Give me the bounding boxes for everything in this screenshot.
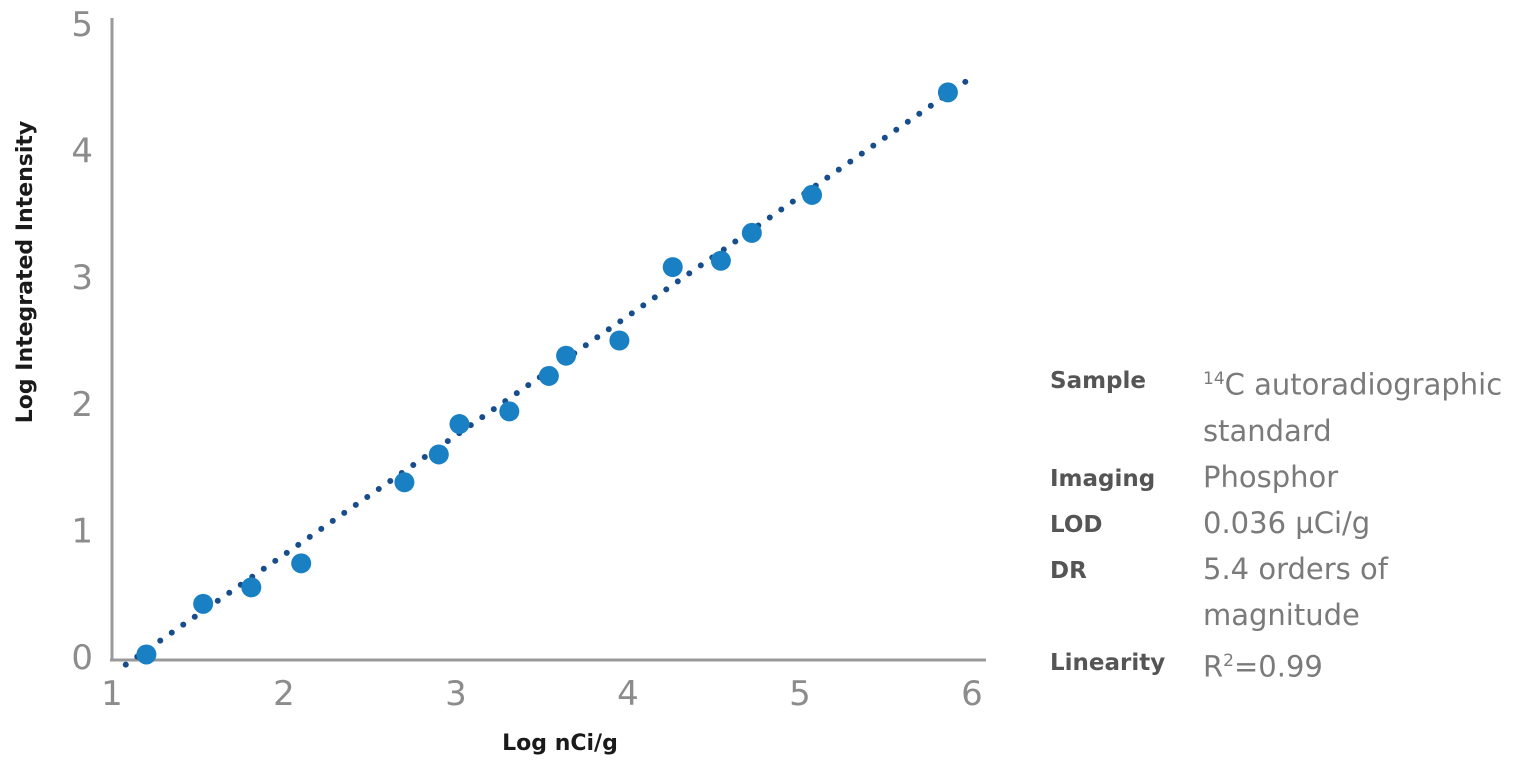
data-point [556, 345, 577, 366]
info-key: Imaging [1050, 465, 1156, 492]
info-row-linearity: Linearity R2=0.99 [1050, 638, 1536, 690]
info-row-lod: LOD 0.036 µCi/g [1050, 500, 1536, 546]
info-value: 5.4 orders of magnitude [1203, 551, 1388, 632]
data-point [662, 257, 683, 278]
data-point [394, 472, 415, 493]
data-point [499, 401, 520, 422]
x-tick-label: 1 [101, 674, 123, 714]
y-tick-label: 3 [71, 258, 93, 298]
x-tick-label: 2 [273, 674, 295, 714]
x-tick-label: 4 [617, 674, 639, 714]
x-axis-title: Log nCi/g [502, 731, 618, 756]
info-row-dr: DR 5.4 orders of magnitude [1050, 546, 1536, 638]
data-point [741, 222, 762, 243]
y-axis-title: Log Integrated Intensity [13, 121, 38, 424]
y-tick-label: 4 [71, 132, 93, 172]
info-value-superscript: 2 [1223, 650, 1234, 671]
info-value-text: =0.99 [1233, 649, 1323, 684]
y-tick-label: 1 [71, 511, 93, 551]
data-point [538, 365, 559, 386]
x-tick-label: 3 [445, 674, 467, 714]
data-point [710, 250, 731, 271]
info-key: LOD [1050, 511, 1103, 538]
data-point [802, 184, 823, 205]
info-value-prefix: R [1203, 649, 1224, 684]
x-tick-label: 5 [789, 674, 811, 714]
data-point [193, 593, 214, 614]
info-value: R2=0.99 [1203, 638, 1323, 690]
data-point [449, 414, 470, 435]
info-row-imaging: Imaging Phosphor [1050, 454, 1536, 500]
x-tick-label: 6 [961, 674, 983, 714]
info-value-text: C autoradiographic standard [1203, 367, 1503, 448]
y-tick-label: 5 [71, 5, 93, 45]
data-point [241, 577, 262, 598]
data-point [937, 82, 958, 103]
info-value: 0.036 µCi/g [1203, 505, 1371, 540]
y-tick-label: 2 [71, 385, 93, 425]
info-key: Sample [1050, 368, 1146, 394]
data-point [136, 644, 157, 665]
data-point [291, 553, 312, 574]
info-value: 14C autoradiographic standard [1203, 356, 1536, 454]
y-tick-label: 0 [71, 638, 93, 678]
data-points [136, 82, 958, 665]
info-key: Linearity [1050, 649, 1166, 676]
y-axis-ticks: 0 1 2 3 4 5 [71, 5, 93, 678]
info-row-sample: Sample 14C autoradiographic standard [1050, 356, 1536, 454]
info-value-superscript: 14 [1203, 369, 1225, 389]
info-value: Phosphor [1203, 459, 1339, 494]
info-panel: Sample 14C autoradiographic standard Ima… [1050, 356, 1536, 689]
data-point [609, 330, 630, 351]
info-key: DR [1050, 557, 1087, 584]
x-axis-ticks: 1 2 3 4 5 6 [101, 674, 983, 714]
data-point [428, 444, 449, 465]
